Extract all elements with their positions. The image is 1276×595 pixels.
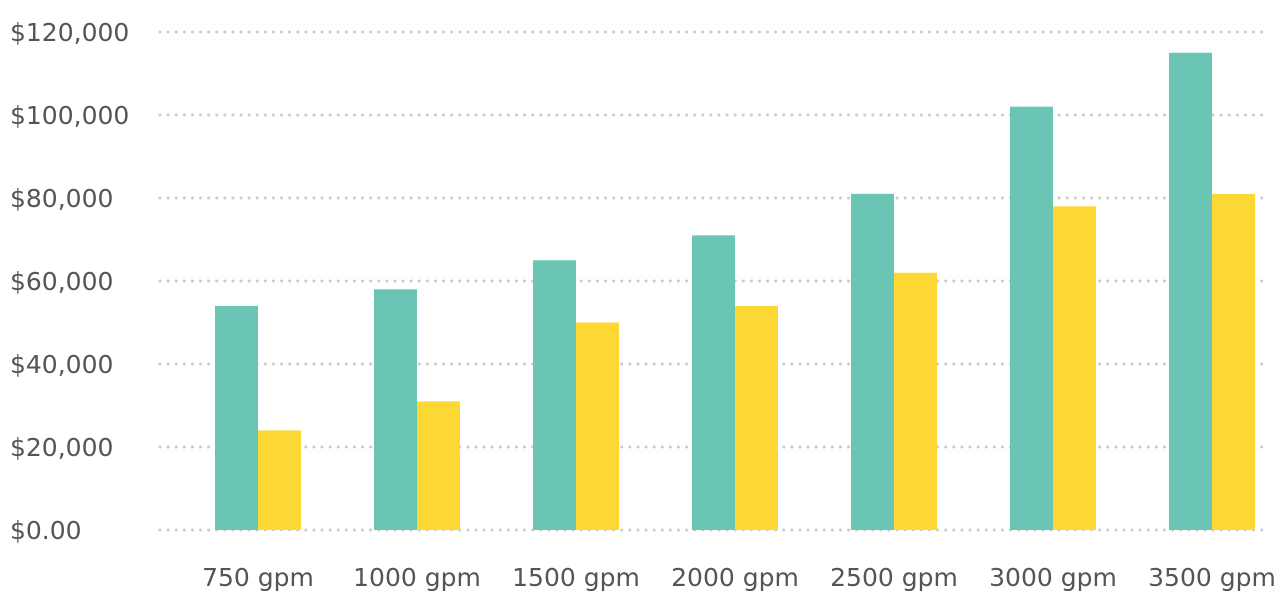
- bar-series-2: [1053, 206, 1096, 531]
- x-tick-label: 3000 gpm: [989, 563, 1117, 592]
- bar-series-2: [1212, 193, 1255, 530]
- bar-series-2: [735, 305, 778, 530]
- x-tick-label: 750 gpm: [202, 563, 314, 592]
- y-axis-tick-labels: $0.00 $20,000 $40,000 $60,000 $80,000 $100,00…: [10, 18, 129, 545]
- y-tick-label: $80,000: [10, 184, 113, 213]
- x-tick-label: 2500 gpm: [830, 563, 958, 592]
- bar-series-1: [1010, 106, 1053, 530]
- y-tick-label: $20,000: [10, 433, 113, 462]
- bar-series-1: [851, 193, 894, 530]
- y-tick-label: $120,000: [10, 18, 129, 47]
- bar-series-1: [1169, 52, 1212, 530]
- bar-series-2: [894, 272, 937, 530]
- x-tick-label: 2000 gpm: [671, 563, 799, 592]
- bar-series-1: [692, 235, 735, 530]
- y-tick-label: $40,000: [10, 350, 113, 379]
- x-tick-label: 1500 gpm: [512, 563, 640, 592]
- x-axis-tick-labels: 750 gpm 1000 gpm 1500 gpm 2000 gpm 2500 gpm 3…: [202, 563, 1276, 592]
- bars: [215, 52, 1255, 531]
- y-tick-label: $0.00: [10, 516, 82, 545]
- bar-series-2: [258, 430, 301, 530]
- bar-series-1: [533, 260, 576, 530]
- bar-series-1: [374, 289, 417, 530]
- x-tick-label: 3500 gpm: [1148, 563, 1276, 592]
- bar-series-2: [576, 322, 619, 530]
- x-tick-label: 1000 gpm: [353, 563, 481, 592]
- bar-series-1: [215, 305, 258, 530]
- y-tick-label: $100,000: [10, 101, 129, 130]
- bar-series-2: [417, 401, 460, 530]
- y-tick-label: $60,000: [10, 267, 113, 296]
